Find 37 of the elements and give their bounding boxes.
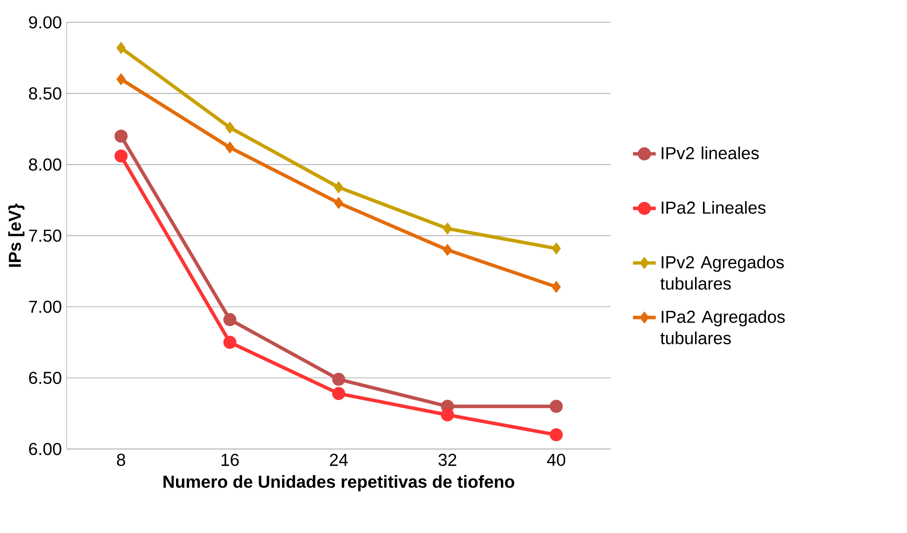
- point: [332, 372, 346, 386]
- y-tick-label: 8.00: [28, 158, 62, 171]
- point: [332, 387, 346, 400]
- x-axis-title: Numero de Unidades repetitivas de tiofeno: [164, 475, 514, 492]
- point: [550, 428, 563, 442]
- x-tick-label: 32: [438, 454, 456, 466]
- x-tick-label: 8: [117, 454, 126, 466]
- legend-label: IPa2 Agregados tubulares: [660, 310, 785, 344]
- point: [334, 181, 344, 194]
- point: [225, 142, 234, 154]
- point: [116, 73, 126, 86]
- point: [225, 122, 234, 134]
- point: [114, 149, 128, 163]
- y-axis-title: IPs [eV}: [8, 204, 24, 267]
- y-tick-label: 6.50: [29, 372, 62, 384]
- x-tick-label: 40: [547, 454, 566, 466]
- y-tick-label: 7.50: [29, 230, 62, 242]
- legend-label: IPv2 Agregados tubulares: [660, 256, 784, 290]
- point: [114, 130, 128, 143]
- point: [552, 281, 561, 293]
- point: [442, 222, 452, 234]
- point: [552, 242, 561, 254]
- point: [440, 408, 454, 422]
- point: [550, 400, 563, 413]
- y-tick-label: 7.00: [29, 300, 62, 313]
- legend-label: IPa2 Lineales: [662, 201, 766, 214]
- x-tick-label: 16: [222, 454, 239, 466]
- point: [442, 244, 452, 256]
- y-tick-label: 6.00: [29, 442, 62, 456]
- point: [116, 42, 126, 54]
- y-tick-label: 8.50: [28, 87, 62, 100]
- point: [223, 336, 236, 349]
- y-tick-label: 9.00: [29, 16, 62, 28]
- legend-label: IPv2 lineales: [662, 146, 759, 160]
- x-tick-label: 24: [330, 454, 348, 466]
- point: [223, 313, 236, 326]
- point: [334, 197, 344, 209]
